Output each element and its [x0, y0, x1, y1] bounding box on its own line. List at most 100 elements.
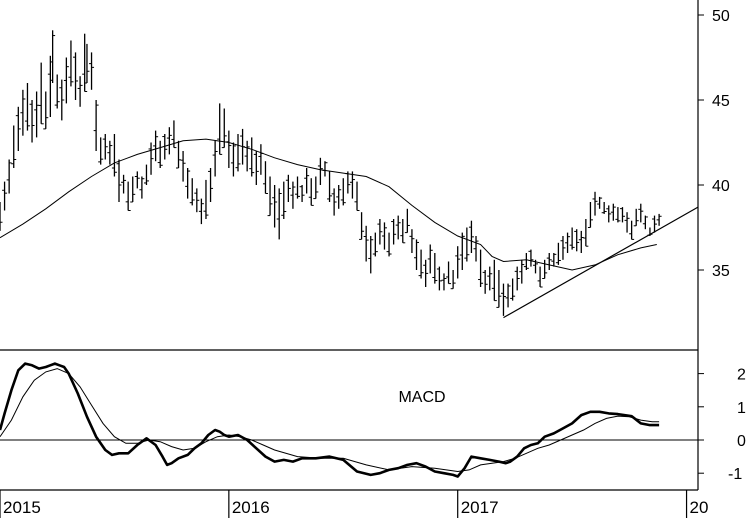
price-bar — [262, 161, 268, 194]
price-bar — [15, 106, 21, 151]
price-y-tick-label: 35 — [712, 263, 730, 280]
price-bar — [537, 266, 543, 288]
price-bar — [409, 229, 415, 253]
price-bar — [345, 171, 351, 194]
price-bar — [98, 137, 104, 165]
price-bar — [349, 171, 355, 199]
price-bar — [510, 278, 516, 301]
price-bar — [281, 181, 287, 219]
price-bar — [317, 157, 323, 185]
price-bar — [125, 181, 131, 211]
price-bar — [166, 127, 172, 155]
macd-signal-line — [0, 368, 660, 473]
price-bar — [0, 202, 3, 231]
price-bar — [82, 33, 88, 92]
price-bars — [0, 30, 662, 316]
price-bar — [386, 232, 392, 257]
price-bar — [359, 212, 365, 240]
price-bar — [500, 283, 506, 316]
price-bar — [267, 176, 273, 217]
price-bar — [633, 208, 639, 227]
price-bar — [153, 130, 159, 162]
price-bar — [569, 227, 575, 250]
price-bar — [395, 215, 401, 240]
price-bar — [208, 168, 214, 202]
price-bar — [615, 207, 621, 223]
price-bar — [93, 100, 99, 151]
macd-line — [0, 362, 660, 478]
price-bar — [432, 253, 438, 284]
price-bar — [148, 142, 154, 175]
price-bar — [226, 130, 232, 168]
price-bar — [198, 198, 204, 225]
x-tick-label: 2015 — [3, 498, 41, 517]
price-bar — [59, 79, 65, 121]
macd-y-tick-label: 1 — [737, 400, 746, 417]
price-bar — [50, 30, 56, 83]
x-axis: 2015 2016 2017 20 — [0, 490, 708, 518]
price-bar — [290, 181, 296, 209]
price-panel: 50 45 40 35 — [0, 8, 730, 319]
price-bar — [130, 176, 136, 203]
price-bar — [491, 259, 497, 302]
price-bar — [20, 89, 26, 136]
price-bar — [455, 246, 461, 279]
price-bar — [221, 108, 227, 149]
price-bar — [578, 230, 584, 253]
price-bar — [143, 164, 149, 185]
price-bar — [299, 185, 305, 202]
price-bar — [68, 40, 74, 87]
price-bar — [468, 220, 474, 253]
macd-title: MACD — [398, 389, 445, 406]
price-bar — [423, 259, 429, 287]
price-bar — [446, 261, 452, 285]
price-bar — [54, 74, 60, 109]
price-bar — [372, 232, 378, 257]
price-bar — [404, 208, 410, 234]
price-bar — [418, 249, 424, 279]
price-bar — [656, 213, 662, 226]
x-tick-label: 2017 — [461, 498, 499, 517]
price-bar — [230, 142, 236, 177]
price-bar — [638, 203, 644, 223]
price-bar — [176, 140, 182, 169]
price-bar — [459, 232, 465, 270]
price-bar — [313, 176, 319, 200]
price-bar — [185, 168, 191, 199]
price-bar — [336, 185, 342, 209]
price-bar — [464, 227, 470, 262]
price-bar — [597, 196, 603, 209]
price-bar — [652, 215, 658, 233]
price-bar — [63, 57, 69, 104]
price-bar — [180, 151, 186, 182]
price-bar — [363, 225, 369, 262]
price-bar — [249, 137, 255, 177]
price-bar — [89, 52, 95, 90]
price-bar — [587, 202, 593, 228]
trendline — [503, 206, 699, 319]
price-bar — [304, 168, 310, 194]
price-bar — [24, 83, 30, 131]
price-bar — [473, 236, 479, 262]
price-bar — [189, 178, 195, 206]
price-bar — [331, 188, 337, 216]
price-bar — [235, 134, 241, 172]
price-bar — [560, 236, 566, 260]
price-bar — [436, 266, 442, 291]
price-y-tick-label: 45 — [712, 93, 730, 110]
price-bar — [244, 140, 250, 172]
x-tick-label: 20 — [690, 498, 709, 517]
price-bar — [272, 185, 278, 228]
price-bar — [606, 205, 612, 223]
price-bar — [478, 249, 484, 287]
price-bar — [194, 188, 200, 213]
price-bar — [212, 140, 218, 177]
price-bar — [295, 176, 301, 199]
price-bar — [528, 249, 534, 267]
price-bar — [276, 188, 282, 240]
price-bar — [574, 229, 580, 252]
price-bar — [487, 266, 493, 291]
price-y-tick-label: 50 — [712, 8, 730, 25]
price-bar — [496, 270, 502, 308]
price-y-axis: 50 45 40 35 — [698, 8, 730, 280]
